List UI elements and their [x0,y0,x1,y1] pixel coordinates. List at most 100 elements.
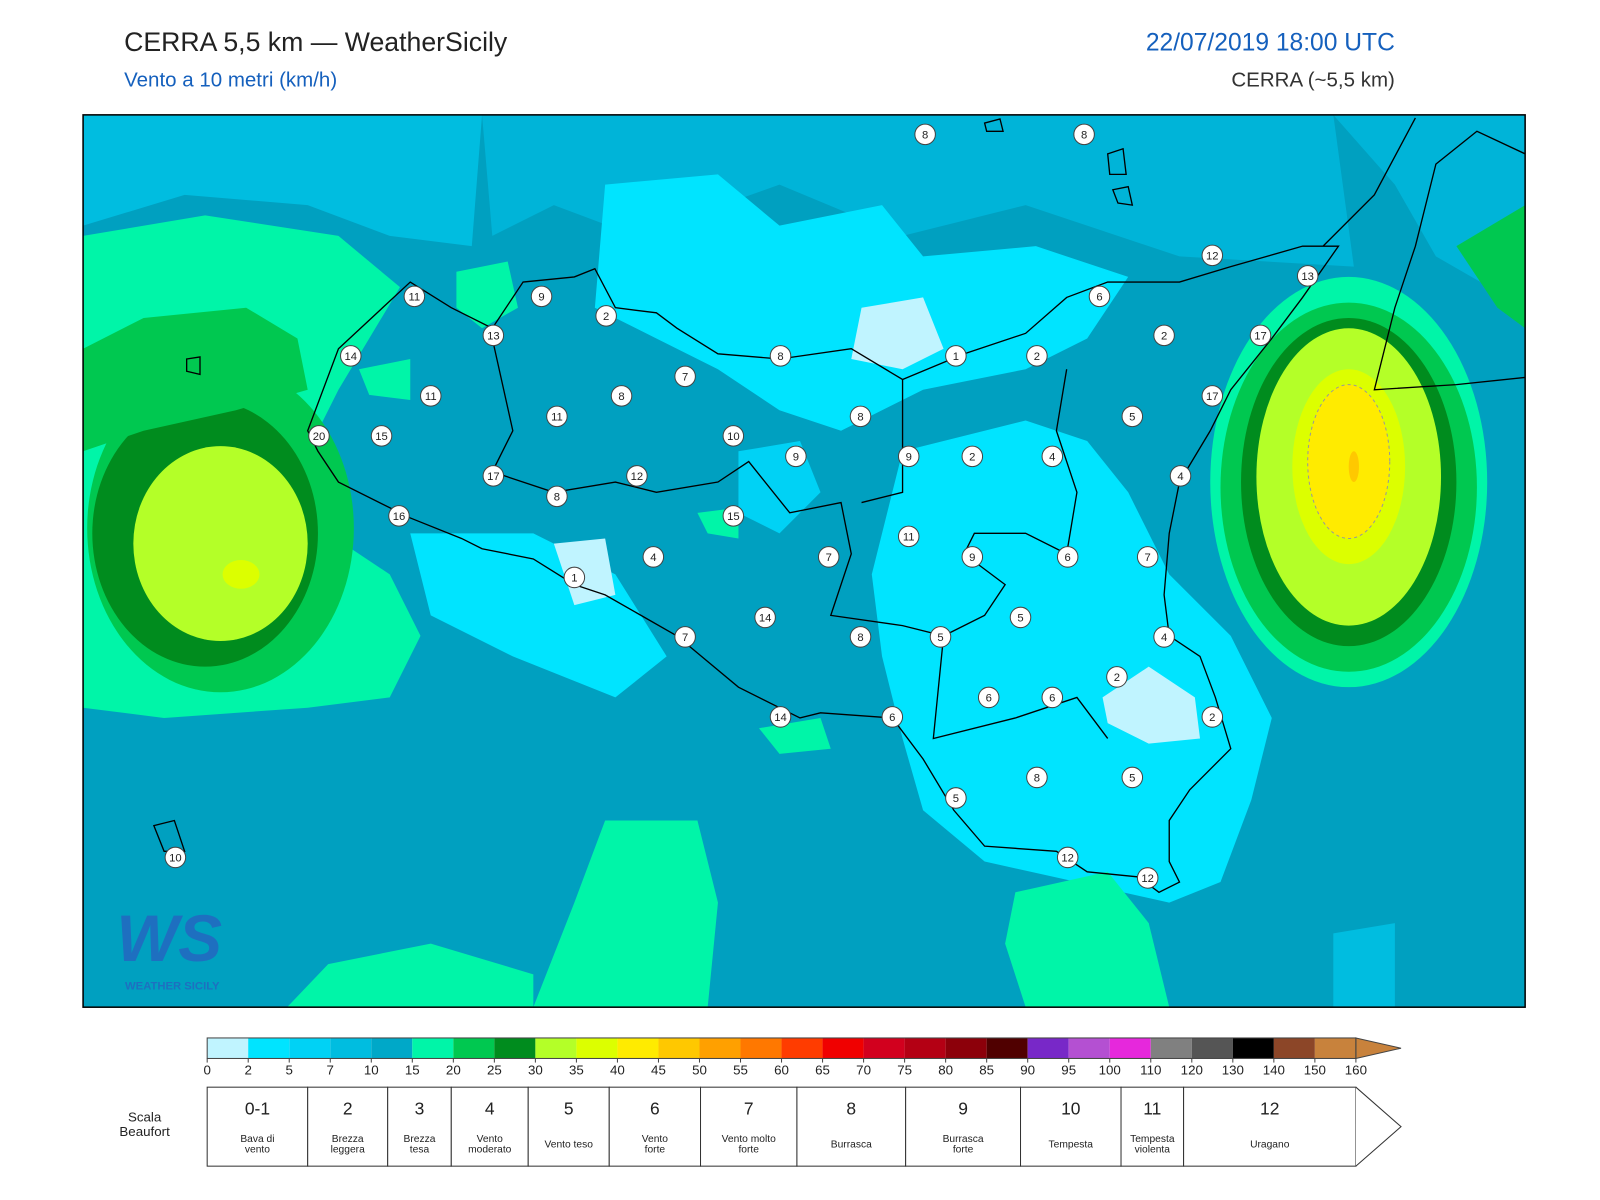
colorbar-segment [1068,1037,1110,1059]
station-value: 2 [969,451,975,463]
station-value: 2 [603,311,609,323]
station-value: 12 [1061,852,1074,864]
beaufort-label: Vento teso [544,1139,593,1150]
beaufort-label: Vento molto [722,1134,776,1145]
colorbar-tick-label: 110 [1140,1062,1161,1077]
station-marker [1026,345,1048,367]
station-marker [610,385,633,407]
beaufort-box [1020,1086,1122,1167]
map-frame [82,114,1526,1008]
station-value: 14 [759,612,772,624]
colorbar-segment [1191,1037,1233,1059]
station-value: 7 [1145,552,1151,564]
station-marker [482,465,505,487]
station-marker [1026,766,1048,789]
station-value: 7 [826,552,832,564]
station-value: 11 [425,391,437,403]
colorbar-tick-label: 95 [1061,1062,1076,1077]
station-marker [945,787,967,809]
station-marker [546,405,568,428]
beaufort-box [699,1086,798,1167]
station-marker [722,425,745,447]
station-marker [1009,606,1032,629]
colorbar-segment [289,1037,331,1059]
station-value: 4 [650,552,656,564]
beaufort-label: Tempesta [1049,1139,1094,1150]
colorbar-segment [699,1037,741,1059]
station-marker [914,123,936,146]
station-value: 1 [953,351,959,363]
station-marker [849,626,872,648]
station-value: 20 [313,431,326,443]
colorbar-segment [904,1037,946,1059]
colorbar-tick-label: 20 [446,1062,461,1077]
colorbar-tick-label: 65 [815,1062,830,1077]
beaufort-title: Scala [128,1109,162,1124]
colorbar-tick-label: 120 [1181,1062,1203,1077]
beaufort-label: Brezza [332,1134,364,1145]
colorbar-tick-label: 45 [651,1062,666,1077]
station-marker [1121,766,1144,789]
colorbar-tick-label: 10 [364,1062,379,1077]
colorbar-tick-label: 40 [610,1062,625,1077]
station-value: 2 [1209,712,1215,724]
beaufort-force: 9 [958,1098,968,1118]
station-marker [164,846,187,869]
station-value: 12 [1206,250,1219,262]
colorbar-tick-label: 35 [569,1062,584,1077]
station-value: 13 [487,330,500,342]
station-value: 9 [906,451,912,463]
station-marker [370,425,393,447]
colorbar-segment [494,1037,536,1059]
colorbar-tick-label: 2 [244,1062,251,1077]
title: CERRA 5,5 km — WeatherSicily [124,27,508,57]
colorbar-tick-label: 160 [1345,1062,1367,1077]
station-value: 8 [1081,129,1087,141]
colorbar-tick-label: 100 [1099,1062,1121,1077]
colorbar-segment [576,1037,618,1059]
colorbar-segment [781,1037,823,1059]
colorbar-segment [453,1037,495,1059]
colorbar-segment [535,1037,577,1059]
station-value: 14 [774,712,787,724]
station-marker [1169,465,1192,487]
colorbar-segment [1027,1037,1069,1059]
colorbar-segment [1314,1037,1356,1059]
station-value: 15 [375,431,388,443]
subtitle: Vento a 10 metri (km/h) [124,68,337,91]
station-marker [1088,285,1111,308]
station-marker [1201,385,1224,407]
station-value: 5 [1129,772,1135,784]
beaufort-force: 4 [485,1098,495,1118]
station-value: 9 [538,291,544,303]
logo: WS Weather Sicily [116,902,222,993]
colorbar-tick-label: 130 [1222,1062,1244,1077]
station-value: 6 [889,712,895,724]
beaufort-label: Bava di [240,1134,274,1145]
colorbar-segment [207,1037,249,1059]
beaufort-box [905,1086,1022,1167]
beaufort-force: 10 [1061,1098,1081,1118]
station-marker [419,385,442,407]
station-marker [1201,706,1224,728]
colorbar-tick-label: 55 [733,1062,748,1077]
station-value: 6 [986,692,992,704]
station-value: 15 [727,511,740,523]
station-marker [785,445,807,468]
station-marker [1106,666,1128,688]
station-value: 2 [1114,672,1120,684]
station-value: 10 [727,431,740,443]
beaufort-box [1120,1086,1185,1167]
colorbar-tick-label: 80 [938,1062,953,1077]
station-value: 9 [969,552,975,564]
colorbar-tick-label: 50 [692,1062,707,1077]
station-value: 16 [393,511,406,523]
station-value: 8 [777,351,783,363]
station-value: 6 [1065,552,1071,564]
station-value: 8 [554,491,560,503]
station-value: 5 [1017,612,1023,624]
colorbar-arrow [1355,1037,1402,1060]
station-marker [722,505,745,527]
station-value: 11 [551,411,563,423]
